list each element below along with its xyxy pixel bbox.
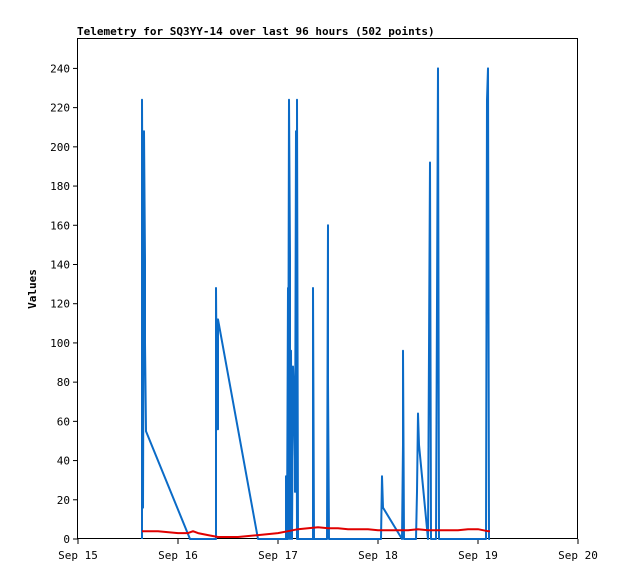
y-tick-label: 220 <box>50 102 70 115</box>
y-tick-label: 40 <box>57 455 70 468</box>
y-tick-label: 240 <box>50 62 70 75</box>
x-tick-label: Sep 17 <box>258 549 298 562</box>
y-tick-label: 180 <box>50 180 70 193</box>
series-line-1 <box>141 67 490 540</box>
x-tick-label: Sep 18 <box>358 549 398 562</box>
series-line-2 <box>142 526 490 538</box>
series-layer <box>141 67 490 540</box>
y-tick-label: 80 <box>57 376 70 389</box>
y-tick-label: 0 <box>63 533 70 546</box>
y-tick-label: 140 <box>50 258 70 271</box>
y-tick-label: 120 <box>50 298 70 311</box>
y-tick-label: 60 <box>57 415 70 428</box>
x-tick-label: Sep 16 <box>158 549 198 562</box>
y-tick-label: 100 <box>50 337 70 350</box>
x-axis-ticks: Sep 15 Sep 16 Sep 17 Sep 18 Sep 19 Sep 20 <box>58 539 598 562</box>
y-tick-label: 20 <box>57 494 70 507</box>
y-tick-label: 200 <box>50 141 70 154</box>
x-tick-label: Sep 20 <box>558 549 598 562</box>
y-axis-label: Values <box>26 269 39 309</box>
y-axis-ticks: 0 20 40 60 80 100 120 140 160 180 200 220 240 <box>50 62 78 546</box>
y-tick-label: 160 <box>50 219 70 232</box>
x-tick-label: Sep 15 <box>58 549 98 562</box>
chart-title: Telemetry for SQ3YY-14 over last 96 hour… <box>77 25 435 38</box>
x-tick-label: Sep 19 <box>458 549 498 562</box>
